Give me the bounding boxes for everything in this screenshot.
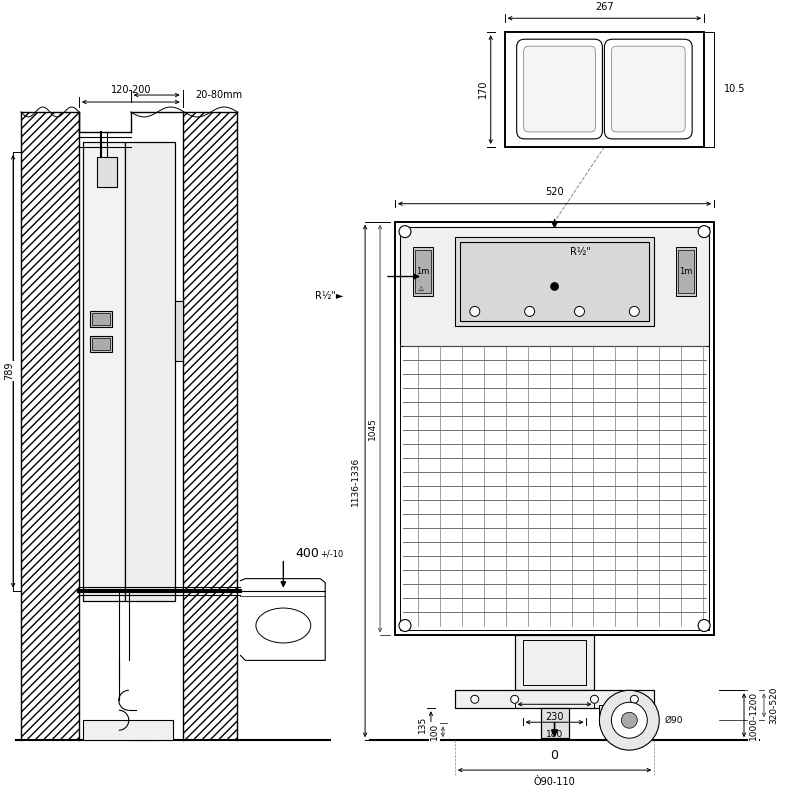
Bar <box>676 246 696 297</box>
Text: Ø90: Ø90 <box>664 716 682 725</box>
Bar <box>395 222 714 635</box>
Circle shape <box>525 306 534 316</box>
Bar <box>90 336 112 352</box>
Bar <box>125 142 174 601</box>
Circle shape <box>399 226 411 238</box>
Text: 180: 180 <box>546 730 563 739</box>
Circle shape <box>599 690 659 750</box>
FancyBboxPatch shape <box>605 39 692 139</box>
Bar <box>415 250 431 294</box>
Bar <box>460 242 650 322</box>
Circle shape <box>399 619 411 631</box>
Circle shape <box>550 282 558 290</box>
Circle shape <box>630 306 639 316</box>
FancyBboxPatch shape <box>611 46 685 132</box>
Text: 1m: 1m <box>416 267 430 276</box>
Text: 267: 267 <box>595 2 614 12</box>
Text: 1136-1336: 1136-1336 <box>351 456 360 506</box>
Text: R½": R½" <box>570 246 590 257</box>
Bar <box>541 708 569 738</box>
Bar <box>90 311 112 327</box>
Text: 0: 0 <box>550 749 558 762</box>
Text: ⚠: ⚠ <box>418 286 424 293</box>
Bar <box>505 32 704 147</box>
Text: 1m: 1m <box>679 267 693 276</box>
Text: 135: 135 <box>418 715 427 733</box>
Bar <box>455 237 654 326</box>
Circle shape <box>470 695 478 703</box>
Bar <box>83 142 125 601</box>
Bar <box>83 720 173 740</box>
Circle shape <box>622 712 638 728</box>
Circle shape <box>698 619 710 631</box>
Text: 100: 100 <box>430 723 439 740</box>
Bar <box>125 142 174 601</box>
Bar <box>400 226 709 346</box>
Bar <box>514 635 594 690</box>
Circle shape <box>470 306 480 316</box>
Bar <box>514 635 594 690</box>
Text: 400: 400 <box>295 547 319 560</box>
Text: 789: 789 <box>4 362 14 381</box>
Text: 1000-1200: 1000-1200 <box>749 690 758 740</box>
Bar <box>678 250 694 294</box>
Text: 10.5: 10.5 <box>724 84 746 94</box>
Bar <box>182 112 238 740</box>
Polygon shape <box>241 578 326 661</box>
Text: 120-200: 120-200 <box>110 85 151 95</box>
Text: 170: 170 <box>478 80 488 98</box>
Circle shape <box>574 306 585 316</box>
Bar <box>174 302 182 362</box>
Bar <box>395 222 714 635</box>
Text: R½"►: R½"► <box>315 291 344 302</box>
Bar <box>21 112 79 740</box>
Text: 520: 520 <box>546 186 564 197</box>
Circle shape <box>611 702 647 738</box>
Bar <box>92 314 110 326</box>
Circle shape <box>510 695 518 703</box>
Bar <box>83 142 125 601</box>
Text: 1045: 1045 <box>368 417 377 440</box>
FancyBboxPatch shape <box>517 39 602 139</box>
Bar <box>92 338 110 350</box>
Circle shape <box>630 695 638 703</box>
Circle shape <box>698 226 710 238</box>
Bar <box>522 641 586 686</box>
Bar <box>400 226 709 630</box>
Bar <box>97 157 117 186</box>
Text: 230: 230 <box>546 712 564 722</box>
Circle shape <box>590 695 598 703</box>
Text: 320-520: 320-520 <box>769 686 778 724</box>
Bar <box>505 32 704 147</box>
Text: +/-10: +/-10 <box>320 550 343 558</box>
Bar <box>455 690 654 708</box>
FancyBboxPatch shape <box>524 46 595 132</box>
Bar <box>413 246 433 297</box>
Text: 20-80mm: 20-80mm <box>195 90 242 100</box>
Bar <box>455 690 654 708</box>
Text: Ò90-110: Ò90-110 <box>534 777 575 787</box>
Bar <box>599 706 630 726</box>
Bar <box>541 708 569 738</box>
